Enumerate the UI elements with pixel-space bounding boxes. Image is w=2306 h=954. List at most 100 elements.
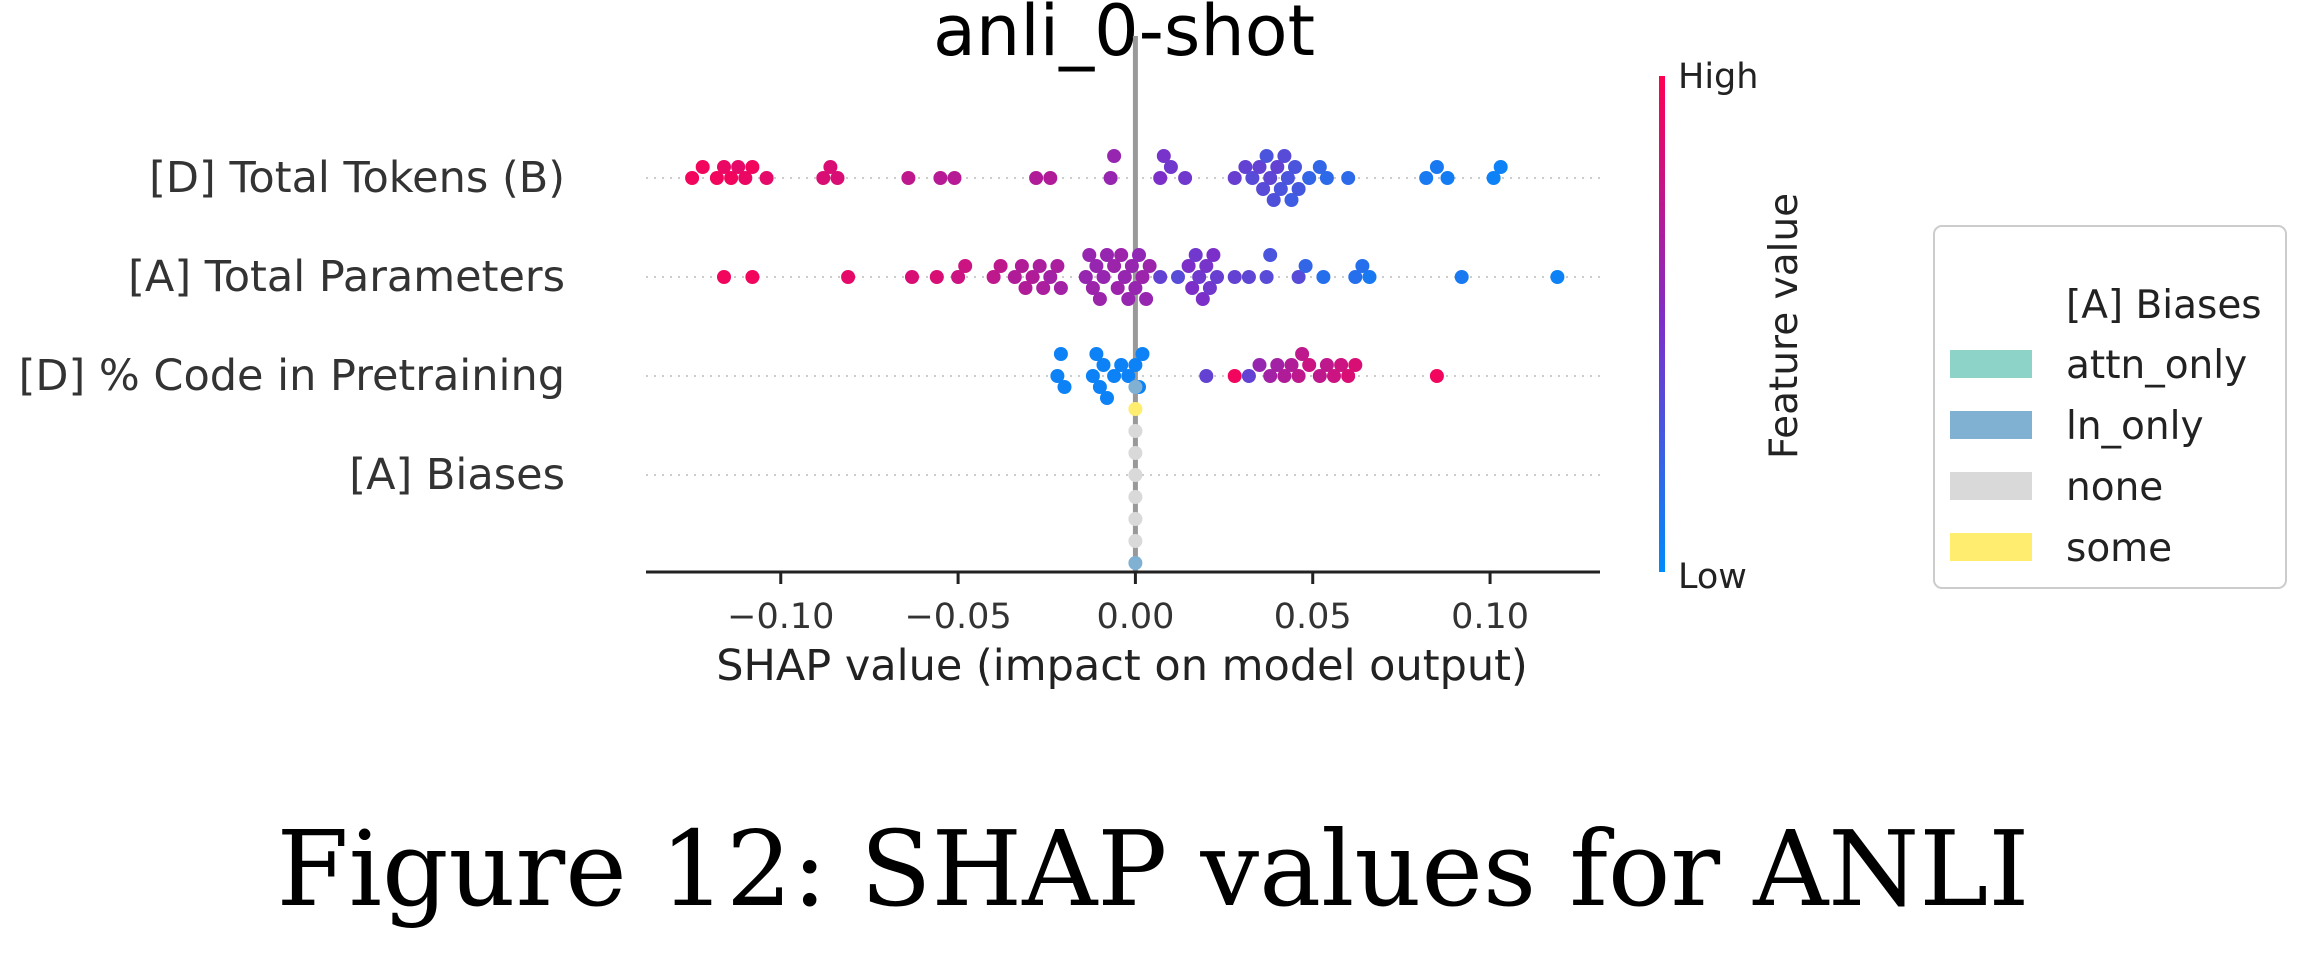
shap-point bbox=[1263, 171, 1278, 185]
shap-point bbox=[1100, 391, 1114, 405]
shap-point bbox=[1291, 182, 1306, 196]
feature-rows: [D] Total Tokens (B) [A] Total Parameters… bbox=[19, 153, 1600, 500]
shap-point bbox=[1252, 358, 1267, 372]
shap-point bbox=[1128, 468, 1143, 482]
shap-point bbox=[1341, 171, 1356, 185]
x-tick-label: 0.00 bbox=[1096, 597, 1174, 637]
shap-point bbox=[724, 171, 739, 185]
shap-point bbox=[1288, 160, 1302, 174]
shap-point bbox=[1206, 248, 1221, 262]
shap-point bbox=[1050, 259, 1065, 273]
legend-swatch bbox=[1950, 350, 2032, 378]
shap-point bbox=[1202, 281, 1217, 295]
shap-point bbox=[1341, 369, 1356, 383]
shap-point bbox=[709, 171, 724, 185]
shap-point bbox=[1312, 160, 1327, 174]
shap-point bbox=[1334, 358, 1349, 372]
shap-point bbox=[1089, 347, 1104, 361]
shap-point bbox=[1199, 259, 1214, 273]
shap-point bbox=[1312, 369, 1327, 383]
shap-point bbox=[1227, 270, 1242, 284]
shap-point bbox=[1114, 358, 1129, 372]
shap-point bbox=[731, 160, 746, 174]
shap-point bbox=[1241, 369, 1256, 383]
shap-point bbox=[1107, 369, 1122, 383]
x-tick-label: −0.05 bbox=[904, 597, 1011, 637]
shap-point bbox=[1092, 380, 1107, 394]
shap-point bbox=[1117, 270, 1132, 284]
shap-point bbox=[816, 171, 831, 185]
shap-point bbox=[1128, 446, 1143, 460]
shap-point bbox=[1454, 270, 1469, 284]
shap-point bbox=[1100, 248, 1114, 262]
shap-point bbox=[738, 171, 753, 185]
shap-point bbox=[1153, 171, 1168, 185]
shap-point bbox=[1266, 193, 1281, 207]
x-tick-label: 0.05 bbox=[1274, 597, 1352, 637]
shap-point bbox=[1195, 292, 1210, 306]
shap-point bbox=[717, 160, 731, 174]
shap-point bbox=[1085, 369, 1100, 383]
shap-point bbox=[1440, 171, 1455, 185]
shap-point bbox=[1185, 281, 1200, 295]
shap-point bbox=[933, 171, 948, 185]
shap-point bbox=[1107, 259, 1122, 273]
x-tick-label: 0.10 bbox=[1451, 597, 1529, 637]
shap-point bbox=[1156, 149, 1171, 163]
data-points bbox=[685, 149, 1565, 570]
shap-point bbox=[745, 160, 760, 174]
shap-point bbox=[1096, 358, 1111, 372]
shap-point bbox=[1245, 171, 1260, 185]
shap-point bbox=[1043, 171, 1058, 185]
shap-point bbox=[1199, 369, 1214, 383]
colorbar-high-label: High bbox=[1678, 57, 1758, 97]
shap-point bbox=[1139, 292, 1154, 306]
shap-point bbox=[1277, 369, 1292, 383]
shap-point bbox=[1128, 512, 1143, 526]
shap-point bbox=[685, 171, 700, 185]
shap-point bbox=[1121, 369, 1136, 383]
shap-point bbox=[1178, 171, 1193, 185]
shap-point bbox=[1302, 171, 1317, 185]
shap-point bbox=[986, 270, 1001, 284]
shap-point bbox=[1298, 259, 1313, 273]
shap-point bbox=[958, 259, 973, 273]
shap-point bbox=[1036, 281, 1051, 295]
shap-point bbox=[1128, 380, 1143, 394]
chart-title: anli_0-shot bbox=[933, 0, 1315, 72]
shap-point bbox=[1025, 270, 1040, 284]
shap-point bbox=[1348, 270, 1363, 284]
shap-point bbox=[1227, 369, 1242, 383]
legend-title: [A] Biases bbox=[2066, 283, 2262, 328]
colorbar bbox=[1659, 76, 1665, 572]
shap-point bbox=[1259, 270, 1274, 284]
shap-point bbox=[1227, 171, 1242, 185]
shap-point bbox=[1429, 160, 1444, 174]
x-axis: −0.10 −0.05 0.00 0.05 0.10 bbox=[646, 570, 1600, 637]
shap-point bbox=[759, 171, 774, 185]
shap-point bbox=[1078, 270, 1093, 284]
shap-point bbox=[1259, 149, 1274, 163]
shap-point bbox=[1270, 160, 1285, 174]
shap-point bbox=[1486, 171, 1501, 185]
shap-point bbox=[1096, 270, 1111, 284]
shap-point bbox=[1284, 193, 1299, 207]
shap-point bbox=[1053, 281, 1068, 295]
x-axis-label: SHAP value (impact on model output) bbox=[716, 641, 1528, 691]
shap-point bbox=[1327, 369, 1341, 383]
feature-label: [A] Biases bbox=[349, 450, 565, 500]
feature-label: [D] % Code in Pretraining bbox=[19, 351, 565, 401]
feature-label: [A] Total Parameters bbox=[128, 252, 565, 302]
shap-point bbox=[1053, 347, 1068, 361]
feature-label: [D] Total Tokens (B) bbox=[149, 153, 565, 203]
shap-point bbox=[1082, 248, 1097, 262]
shap-point bbox=[1277, 149, 1292, 163]
shap-point bbox=[1280, 171, 1295, 185]
legend-label: ln_only bbox=[2066, 404, 2204, 449]
shap-point bbox=[745, 270, 760, 284]
shap-point bbox=[1153, 270, 1168, 284]
shap-point bbox=[1263, 369, 1278, 383]
shap-point bbox=[1032, 259, 1047, 273]
shap-point bbox=[1110, 281, 1125, 295]
legend-swatch bbox=[1950, 472, 2032, 500]
